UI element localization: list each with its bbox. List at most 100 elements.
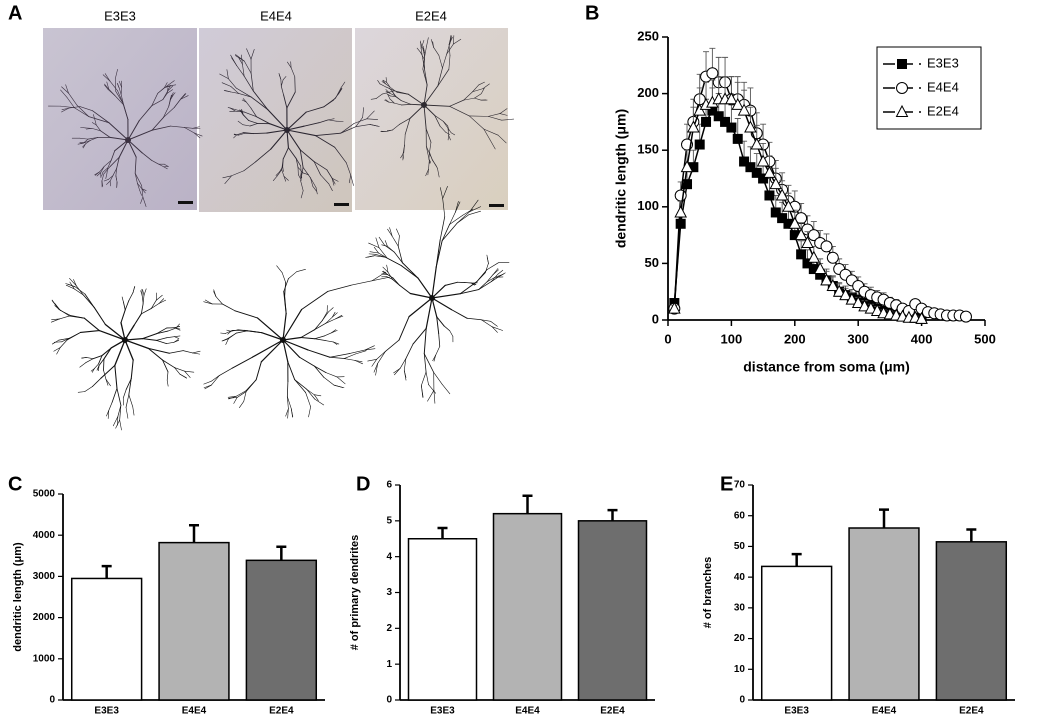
legend-marker [897,59,907,69]
neuron-branch [374,255,386,258]
y-tick-label: 5000 [33,489,56,500]
marker [826,251,839,264]
neuron-branch [70,315,85,319]
neuron-branch [157,86,167,94]
neuron-branch [230,86,239,94]
x-axis-label: distance from soma (μm) [743,359,910,375]
neuron-branch [162,359,175,368]
x-tick-label: 100 [721,331,743,346]
neuron-branch [226,329,232,332]
neuron-branch [106,81,110,90]
error-bar [791,552,802,567]
neuron-branch [69,332,81,339]
neuron-branch [66,97,75,109]
neuron-branch [250,107,257,118]
neuron-branch [256,317,284,341]
neuron-branch [421,385,424,398]
neuron-branch [282,339,289,363]
neuron-branch [184,127,195,134]
marker [739,156,750,167]
neuron-branch [431,284,446,299]
neuron-branch [431,266,437,299]
neuron-branch [299,149,315,163]
y-tick-label: 50 [645,255,659,270]
neuron-branch [314,398,325,406]
neuron-branch [236,132,244,136]
neuron-branch [166,89,173,94]
neuron-branch [261,332,284,341]
neuron-branch [399,284,411,294]
neuron-branch [156,327,168,335]
error-bar [879,508,889,528]
marker [796,249,807,260]
neuron-branch [133,313,142,326]
neuron-branch [375,93,383,99]
neuron-branch [435,346,441,356]
neuron-branch [229,107,236,112]
neuron-branch [385,83,391,88]
neuron-branch [428,384,437,394]
neuron-branch [340,126,357,134]
neuron-branch [65,284,75,290]
scale-bar [489,204,504,207]
neuron-branch [231,356,253,369]
neuron-branch [300,190,304,199]
neuron-branch [125,394,130,408]
neuron-branch [354,360,363,363]
neuron-branch [108,401,113,411]
neuron-branch [423,84,428,106]
neuron-branch [59,315,70,320]
neuron-branch [90,368,95,372]
neuron-branch [127,120,140,141]
neuron-branch [440,187,443,199]
neuron-branch [405,343,414,359]
y-axis-label: dendritic length (μm) [12,542,24,652]
neuron-branch [281,169,285,177]
neuron-branch [193,132,201,139]
neuron-branch [134,156,137,174]
neuron-branch [69,278,77,287]
neuron-branch [173,339,179,343]
neuron-branch [120,309,126,324]
neuron-branch [281,158,284,171]
neuron-branch [231,170,245,177]
neuron-branch [294,379,307,393]
neuron-branch [290,408,293,418]
neuron-branch [355,124,371,127]
neuron-branch [387,271,393,280]
neuron-branch [85,357,94,360]
neuron-branch [371,271,387,282]
neuron-branch [128,394,134,408]
neuron-branch [386,264,389,273]
neuron-branch [407,93,425,106]
neuron-branch [287,408,289,419]
neuron-branch [227,331,232,335]
neuron-branch [166,80,175,87]
neuron-branch [246,48,252,60]
neuron-branch [166,380,169,387]
neuron-branch [162,90,169,100]
neuron-branch [109,80,118,91]
neuron-branch [218,367,233,376]
neuron-branch [134,173,138,184]
neuron-branch [73,279,77,287]
neuron-branch [300,337,316,340]
neuron-branch [393,251,403,264]
neuron-branch [73,288,84,296]
neuron-branch [397,235,400,247]
neuron-branch [288,271,297,279]
neuron-branch [184,370,191,378]
neuron-branch [313,161,328,171]
neuron-branch [141,188,147,191]
bar [492,512,563,701]
marker [813,261,827,275]
neuron-branch [103,160,112,167]
neuron-branch [442,53,447,69]
neuron-branch [283,94,288,109]
neuron-branch [250,96,269,110]
neuron-branch [369,124,379,127]
neuron-branch [315,187,318,195]
neuron-branch [108,175,114,180]
neuron-branch [355,117,363,127]
neuron-branch [244,60,252,74]
